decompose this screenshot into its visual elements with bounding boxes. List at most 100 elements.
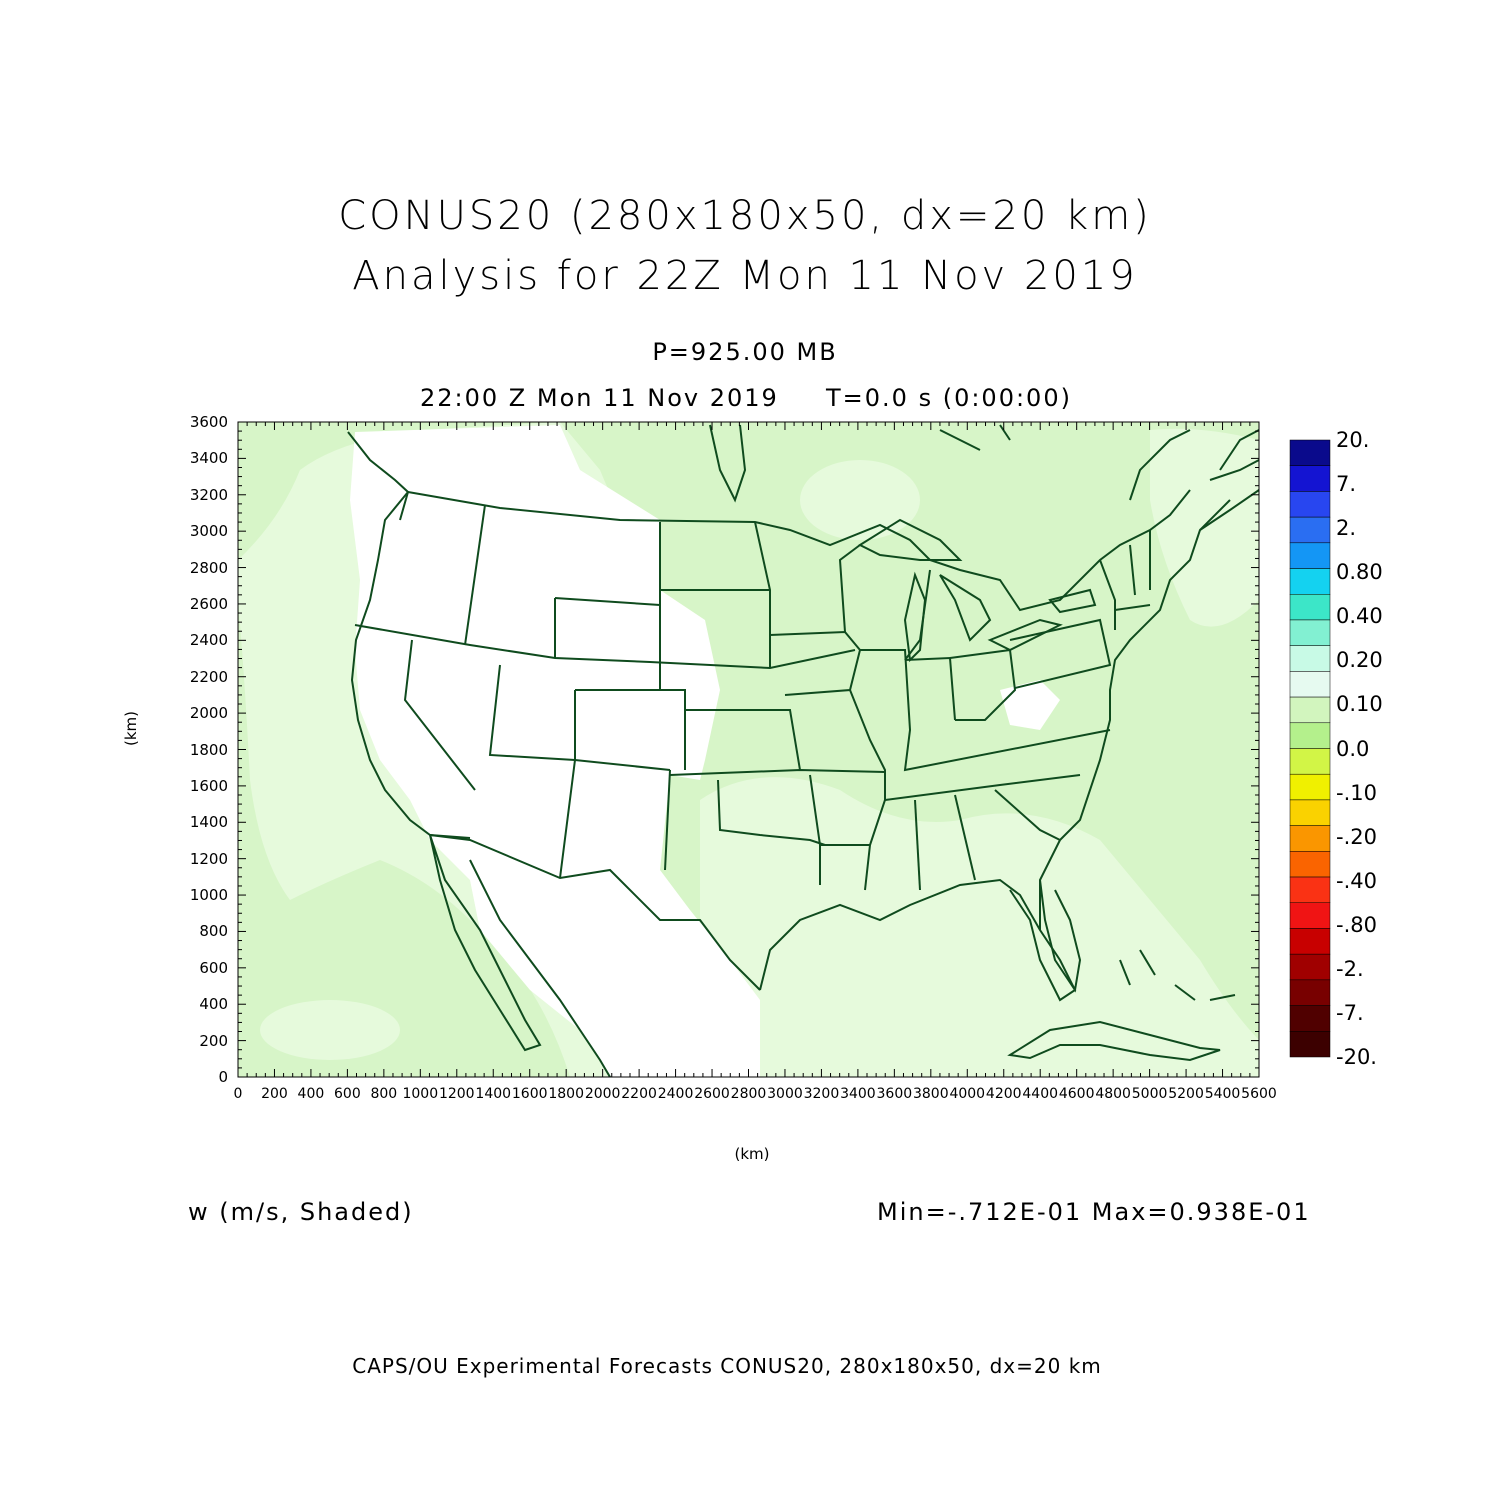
y-tick-label: 3200 bbox=[189, 485, 228, 504]
colorbar-swatch bbox=[1289, 671, 1331, 698]
x-tick-label: 800 bbox=[370, 1086, 398, 1102]
x-tick-label: 400 bbox=[297, 1086, 325, 1102]
colorbar-label: 20. bbox=[1336, 428, 1370, 452]
colorbar-label: -.40 bbox=[1336, 868, 1377, 893]
colorbar-swatch bbox=[1289, 851, 1331, 878]
state-line bbox=[717, 779, 826, 846]
x-tick-label: 3800 bbox=[912, 1086, 949, 1102]
field-zero-region bbox=[350, 425, 760, 1077]
x-ticks bbox=[237, 422, 1260, 1077]
y-tick-label: 1200 bbox=[189, 849, 228, 868]
level-label: P=925.00 MB bbox=[652, 338, 838, 366]
x-tick-label: 2800 bbox=[730, 1086, 767, 1102]
state-line bbox=[838, 544, 861, 633]
colorbar-swatch bbox=[1289, 953, 1331, 981]
coastline-gulf bbox=[759, 878, 1077, 1002]
y-tick-label: 2800 bbox=[189, 558, 228, 577]
coastline-east bbox=[1039, 499, 1231, 930]
x-tick-label: 0 bbox=[233, 1086, 243, 1102]
border-canada bbox=[407, 489, 1191, 612]
colorbar-swatch bbox=[1289, 799, 1331, 826]
y-tick-label: 2000 bbox=[189, 704, 228, 723]
state-line bbox=[464, 504, 486, 646]
boundaries bbox=[347, 424, 1259, 1077]
y-tick-label: 800 bbox=[199, 922, 228, 941]
x-tick-label: 1400 bbox=[475, 1086, 512, 1102]
colorbar-swatch bbox=[1289, 928, 1331, 955]
x-tick-label: 3000 bbox=[767, 1086, 803, 1102]
x-axis-label: (km) bbox=[734, 1145, 770, 1163]
y-tick-label: 0 bbox=[218, 1068, 228, 1086]
lake-ontario bbox=[1048, 588, 1097, 614]
minmax-label: Min=-.712E-01 Max=0.938E-01 bbox=[877, 1198, 1311, 1226]
field-light-patch bbox=[800, 460, 920, 540]
border-mexico bbox=[429, 834, 761, 991]
colorbar-label: -.80 bbox=[1336, 912, 1377, 937]
y-tick-label: 600 bbox=[199, 958, 228, 977]
x-tick-label: 4000 bbox=[949, 1086, 986, 1102]
y-tick-label: 1600 bbox=[189, 776, 228, 795]
x-tick-label: 4600 bbox=[1058, 1086, 1095, 1102]
state-line bbox=[554, 597, 661, 606]
state-line bbox=[860, 649, 1111, 772]
x-tick-label: 3200 bbox=[803, 1086, 840, 1102]
colorbar-swatch bbox=[1289, 876, 1331, 904]
coastline-west bbox=[350, 491, 471, 839]
colorbar-swatch bbox=[1289, 773, 1331, 801]
state-line bbox=[994, 789, 1061, 841]
y-tick-label: 2400 bbox=[189, 631, 228, 650]
coastline-baja bbox=[429, 834, 542, 1052]
colorbar-label: 0.0 bbox=[1336, 736, 1370, 761]
colorbar-swatch bbox=[1289, 1005, 1331, 1032]
x-tick-label: 5200 bbox=[1168, 1086, 1204, 1102]
colorbar-label: 0.40 bbox=[1336, 604, 1383, 629]
colorbar-swatch bbox=[1289, 748, 1331, 775]
x-tick-label: 5000 bbox=[1131, 1086, 1168, 1102]
state-line bbox=[1114, 604, 1151, 611]
state-line bbox=[669, 768, 886, 776]
state-line bbox=[849, 689, 886, 891]
lake-erie bbox=[987, 618, 1063, 652]
colorbar-swatch bbox=[1289, 1031, 1331, 1058]
coastline-cuba bbox=[1007, 1020, 1221, 1062]
x-tick-label: 1000 bbox=[402, 1086, 439, 1102]
coastline-florida bbox=[1039, 879, 1082, 993]
colorbar-swatch bbox=[1289, 542, 1331, 569]
state-line bbox=[575, 689, 686, 770]
colorbar-swatch bbox=[1289, 439, 1331, 466]
y-tick-label: 200 bbox=[199, 1031, 228, 1050]
y-tick-label: 2200 bbox=[189, 667, 228, 686]
state-line bbox=[914, 799, 921, 891]
colorbar-label: -20. bbox=[1336, 1045, 1377, 1069]
x-tick-label: 4800 bbox=[1095, 1086, 1131, 1102]
x-tick-label: 2600 bbox=[694, 1086, 730, 1102]
state-line bbox=[884, 774, 1081, 801]
colorbar-swatch bbox=[1289, 516, 1331, 544]
x-tick-label: 1200 bbox=[438, 1086, 475, 1102]
colorbar bbox=[1289, 439, 1331, 1058]
colorbar-swatch bbox=[1289, 465, 1331, 492]
x-tick-label: 2400 bbox=[657, 1086, 694, 1102]
state-line bbox=[488, 664, 671, 771]
y-tick-label: 400 bbox=[199, 995, 228, 1014]
coastline-mexico-west bbox=[469, 859, 611, 1077]
colorbar-label: 2. bbox=[1336, 516, 1357, 541]
x-tick-label: 4200 bbox=[985, 1086, 1022, 1102]
colorbar-swatch bbox=[1289, 594, 1331, 621]
state-line bbox=[754, 521, 771, 668]
colorbar-label: -.20 bbox=[1336, 824, 1377, 849]
colorbar-swatch bbox=[1289, 568, 1331, 595]
colorbar-swatch bbox=[1289, 979, 1331, 1006]
colorbar-swatch bbox=[1289, 491, 1331, 518]
colorbar-label: 0.10 bbox=[1336, 692, 1383, 717]
coastline-vancouver bbox=[347, 431, 410, 521]
state-line bbox=[954, 794, 976, 881]
x-tick-label: 3400 bbox=[840, 1086, 876, 1102]
colorbar-label: -2. bbox=[1336, 956, 1364, 981]
variable-label: w (m/s, Shaded) bbox=[188, 1198, 414, 1226]
colorbar-swatch bbox=[1289, 902, 1331, 929]
state-line bbox=[664, 769, 671, 871]
lake-michigan bbox=[903, 571, 927, 663]
x-tick-label: 4400 bbox=[1022, 1086, 1059, 1102]
islands-bahamas bbox=[1119, 949, 1236, 1001]
